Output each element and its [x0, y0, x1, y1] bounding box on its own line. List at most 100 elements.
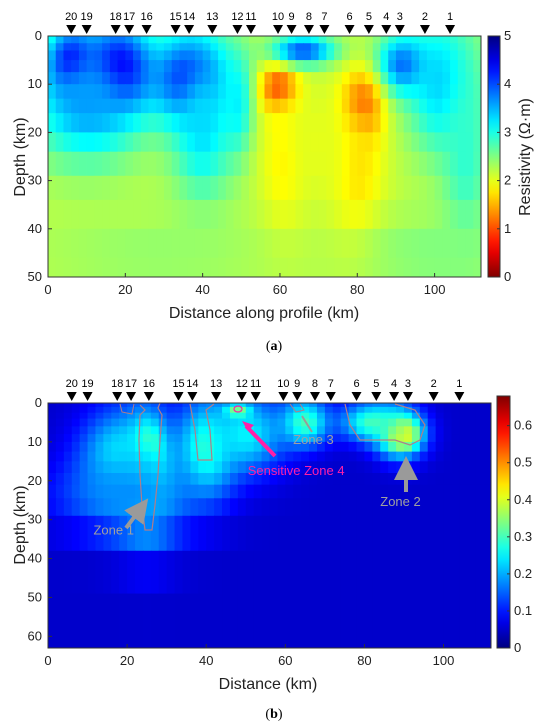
- heatmap-cell: [218, 228, 227, 259]
- heatmap-cell: [475, 434, 484, 443]
- heatmap-cell: [277, 515, 286, 552]
- heatmap-cell: [166, 498, 176, 517]
- heatmap-cell: [372, 484, 381, 499]
- heatmap-cell: [48, 484, 57, 499]
- heatmap-cell: [459, 484, 468, 499]
- heatmap-cell: [279, 113, 289, 133]
- heatmap-cell: [349, 132, 358, 153]
- heatmap-cell: [79, 461, 89, 474]
- caption-b-close: ): [278, 707, 283, 722]
- heatmap-cell: [95, 441, 104, 453]
- heatmap-cell: [109, 175, 119, 201]
- heatmap-cell: [434, 36, 443, 44]
- y-tick-label: 30: [28, 512, 42, 527]
- heatmap-cell: [435, 412, 445, 420]
- heatmap-cell: [349, 228, 358, 259]
- heatmap-cell: [324, 498, 334, 517]
- heatmap-cell: [103, 406, 112, 414]
- colorbar-tick-label: 0.5: [514, 455, 532, 470]
- heatmap-cell: [63, 593, 73, 648]
- heatmap-cell: [310, 43, 320, 52]
- heatmap-cell: [473, 199, 481, 230]
- heatmap-cell: [264, 36, 273, 44]
- heatmap-cell: [349, 151, 358, 177]
- heatmap-cell: [434, 199, 443, 230]
- heatmap-cell: [142, 550, 152, 595]
- heatmap-cell: [222, 403, 231, 408]
- heatmap-cell: [310, 113, 320, 133]
- heatmap-cell: [301, 550, 310, 595]
- heatmap-cell: [133, 84, 142, 100]
- heatmap-cell: [287, 84, 297, 100]
- heatmap-cell: [473, 257, 481, 277]
- colorbar-tick-label: 1: [504, 221, 511, 236]
- heatmap-cell: [229, 412, 239, 420]
- heatmap-cell: [158, 484, 168, 499]
- station-label: 17: [125, 378, 137, 390]
- heatmap-cell: [95, 593, 104, 648]
- heatmap-cell: [166, 550, 176, 595]
- heatmap-cell: [310, 36, 320, 44]
- station-marker: [303, 25, 314, 34]
- heatmap-cell: [218, 50, 227, 61]
- heatmap-cell: [403, 434, 413, 443]
- heatmap-cell: [222, 498, 231, 517]
- station-marker: [66, 25, 77, 34]
- heatmap-cell: [419, 175, 428, 201]
- heatmap-cell: [467, 593, 476, 648]
- heatmap-cell: [256, 151, 266, 177]
- heatmap-cell: [198, 515, 207, 552]
- heatmap-cell: [187, 199, 196, 230]
- heatmap-cell: [427, 426, 437, 435]
- station-marker: [124, 25, 135, 34]
- contour-top-left: [119, 403, 135, 415]
- heatmap-cell: [71, 434, 81, 443]
- contour-zone-3: [289, 403, 305, 413]
- heatmap-cell: [435, 441, 445, 453]
- heatmap-cell: [140, 72, 150, 85]
- heatmap-cell: [396, 498, 405, 517]
- y-tick-label: 60: [28, 628, 42, 643]
- heatmap-cell: [395, 151, 405, 177]
- heatmap-cell: [293, 515, 302, 552]
- heatmap-cell: [427, 473, 437, 486]
- heatmap-cell: [395, 50, 405, 61]
- heatmap-cell: [71, 132, 80, 153]
- heatmap-cell: [86, 84, 95, 100]
- colorbar-b-ticks: 00.10.20.30.40.50.6: [507, 418, 532, 655]
- heatmap-cell: [395, 113, 405, 133]
- heatmap-cell: [380, 593, 389, 648]
- heatmap-cell: [87, 426, 97, 435]
- heatmap-cell: [388, 441, 397, 453]
- heatmap-cell: [111, 412, 120, 420]
- heatmap-cell: [467, 426, 476, 435]
- heatmap-cell: [94, 50, 103, 61]
- heatmap-cell: [467, 451, 476, 462]
- heatmap-cell: [434, 50, 443, 61]
- heatmap-cell: [419, 515, 429, 552]
- heatmap-cell: [310, 60, 320, 73]
- heatmap-cell: [241, 113, 250, 133]
- heatmap-cell: [475, 593, 484, 648]
- heatmap-cell: [426, 228, 436, 259]
- station-marker: [371, 392, 382, 401]
- heatmap-cell: [467, 434, 476, 443]
- heatmap-cell: [277, 484, 286, 499]
- heatmap-cell: [127, 593, 136, 648]
- heatmap-cell: [135, 406, 144, 414]
- heatmap-cell: [459, 403, 468, 408]
- heatmap-cell: [171, 113, 181, 133]
- heatmap-cell: [356, 484, 366, 499]
- heatmap-cell: [318, 72, 327, 85]
- heatmap-cell: [158, 434, 168, 443]
- heatmap-cell: [117, 98, 126, 114]
- heatmap-cell: [140, 98, 150, 114]
- heatmap-cell: [388, 132, 397, 153]
- heatmap-cell: [310, 151, 320, 177]
- x-tick-label: 60: [278, 653, 292, 668]
- heatmap-cell: [109, 113, 119, 133]
- heatmap-cell: [48, 132, 57, 153]
- heatmap-cell: [303, 132, 312, 153]
- stations-a: 20 19 18 17 16 15 14 13 12 11 10 9 8 7 6 5 4 3 2 1: [65, 11, 456, 34]
